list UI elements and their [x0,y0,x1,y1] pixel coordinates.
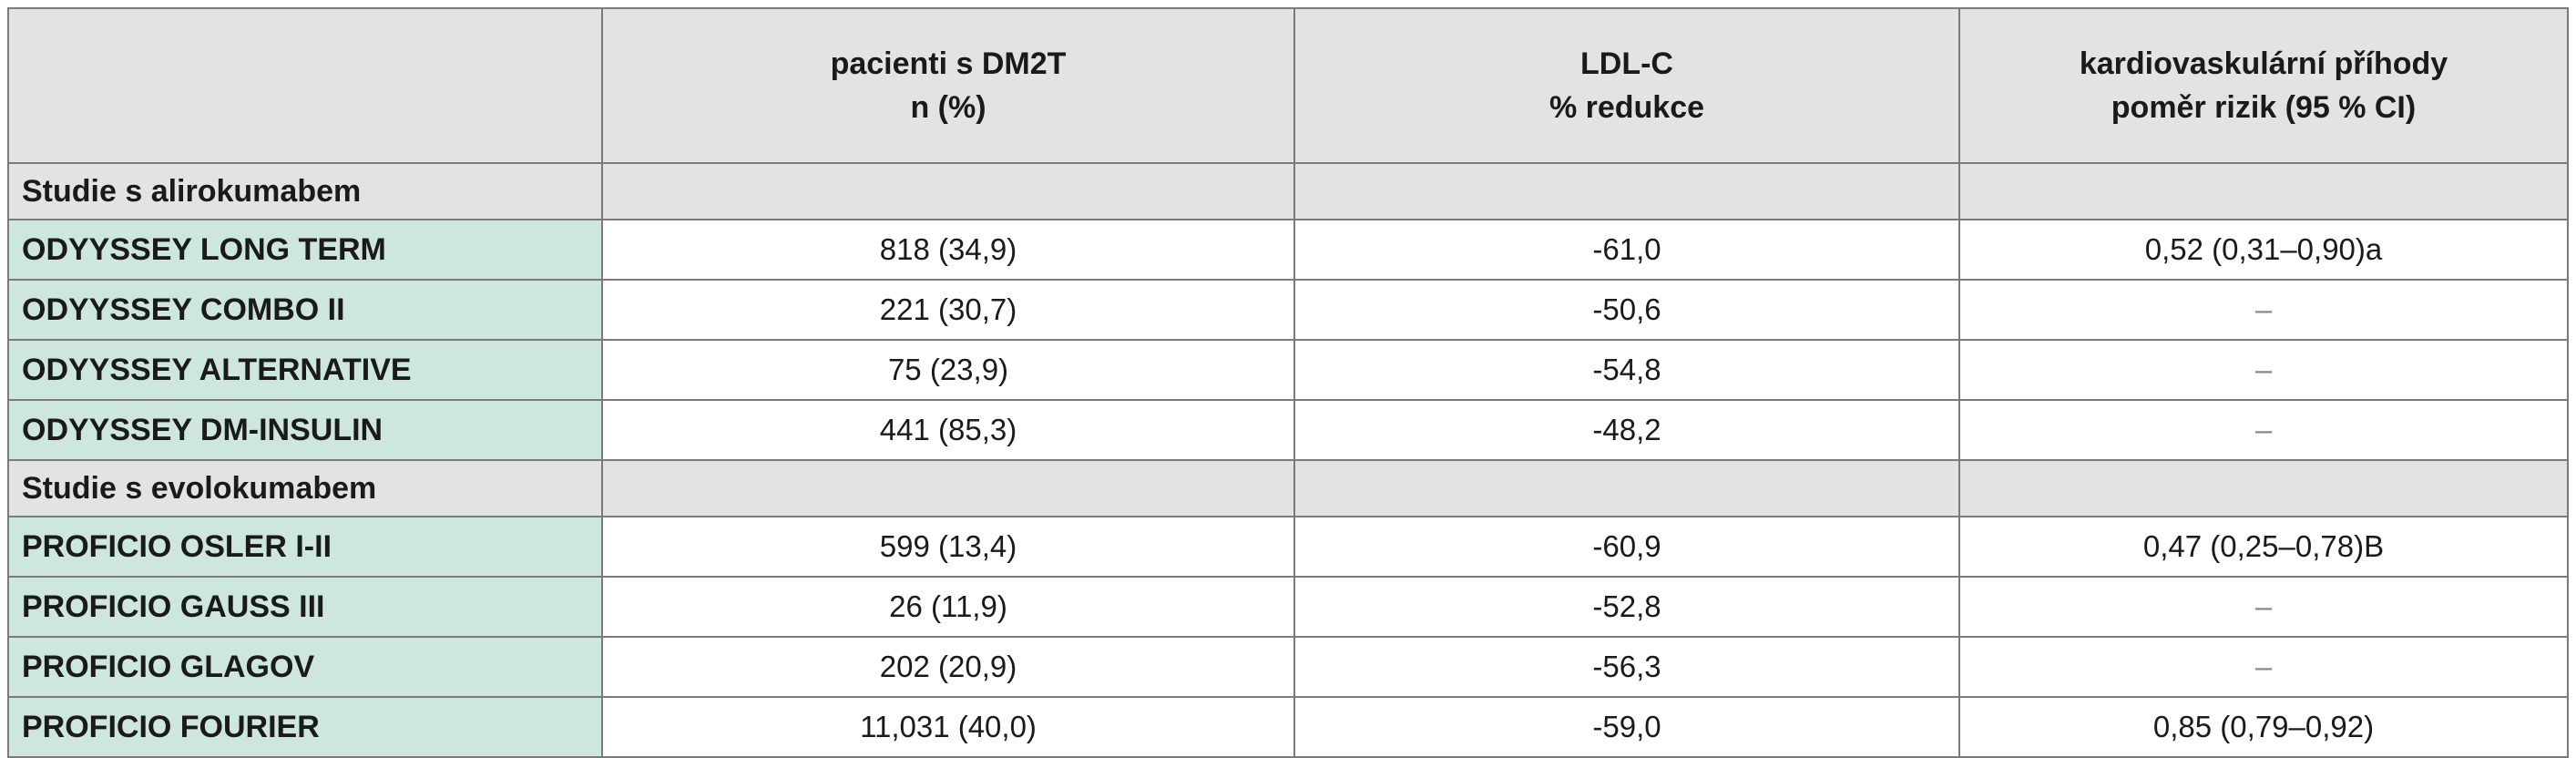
table-header: pacienti s DM2T n (%) LDL-C % redukce ka… [7,7,2569,164]
section-empty-cell [601,459,1295,517]
header-cv-line1: kardiovaskulární příhody [2079,46,2448,81]
cv-hazard-ratio-cell: 0,85 (0,79–0,92) [1958,696,2569,758]
header-cell-cv-events: kardiovaskulární příhody poměr rizik (95… [1958,7,2569,164]
table-row: ODYYSSEY COMBO II 221 (30,7) -50,6– [7,279,2569,341]
ldl-reduction-cell: -60,9 [1293,516,1960,578]
table-row: ODYYSSEY DM-INSULIN 441 (85,3) -48,2– [7,399,2569,461]
patients-cell: 202 (20,9) [601,636,1295,698]
section-title: Studie s alirokumabem [7,162,603,220]
patients-cell: 11,031 (40,0) [601,696,1295,758]
header-cell-patients: pacienti s DM2T n (%) [601,7,1295,164]
header-cell-ldl: LDL-C % redukce [1293,7,1960,164]
header-cv-line2: poměr rizik (95 % CI) [2111,90,2417,125]
data-table: pacienti s DM2T n (%) LDL-C % redukce ka… [7,7,2569,758]
ldl-reduction-cell: -59,0 [1293,696,1960,758]
table-row: PROFICIO FOURIER 11,031 (40,0) -59,0 0,85 (… [7,696,2569,758]
ldl-reduction-cell: -54,8 [1293,339,1960,401]
header-row: pacienti s DM2T n (%) LDL-C % redukce ka… [7,7,2569,164]
ldl-reduction-cell: -52,8 [1293,576,1960,638]
study-name-cell: PROFICIO FOURIER [7,696,603,758]
ldl-reduction-cell: -61,0 [1293,219,1960,281]
header-cell-study [7,7,603,164]
study-name-cell: PROFICIO GAUSS III [7,576,603,638]
section-title: Studie s evolokumabem [7,459,603,517]
table-row: ODYYSSEY LONG TERM 818 (34,9) -61,0 0,52 (0… [7,219,2569,281]
cv-hazard-ratio-cell: – [1958,576,2569,638]
cv-hazard-ratio-cell: – [1958,279,2569,341]
study-name-cell: ODYYSSEY DM-INSULIN [7,399,603,461]
patients-cell: 441 (85,3) [601,399,1295,461]
ldl-reduction-cell: -48,2 [1293,399,1960,461]
cv-hazard-ratio-cell: – [1958,339,2569,401]
header-patients-line1: pacienti s DM2T [830,46,1067,81]
ldl-reduction-cell: -56,3 [1293,636,1960,698]
cv-hazard-ratio-cell: – [1958,636,2569,698]
header-patients-line2: n (%) [910,90,986,125]
header-ldl-line1: LDL-C [1580,46,1673,81]
section-empty-cell [601,162,1295,220]
table-row: ODYYSSEY ALTERNATIVE 75 (23,9) -54,8– [7,339,2569,401]
study-name-cell: PROFICIO OSLER I-II [7,516,603,578]
patients-cell: 818 (34,9) [601,219,1295,281]
section-empty-cell [1293,162,1960,220]
cv-hazard-ratio-cell: – [1958,399,2569,461]
patients-cell: 221 (30,7) [601,279,1295,341]
study-name-cell: PROFICIO GLAGOV [7,636,603,698]
ldl-reduction-cell: -50,6 [1293,279,1960,341]
table-row: PROFICIO GAUSS III 26 (11,9) -52,8– [7,576,2569,638]
cv-hazard-ratio-cell: 0,47 (0,25–0,78)B [1958,516,2569,578]
patients-cell: 599 (13,4) [601,516,1295,578]
study-name-cell: ODYYSSEY LONG TERM [7,219,603,281]
header-ldl-line2: % redukce [1549,90,1705,125]
table-body: Studie s alirokumabem ODYYSSEY LONG TERM 8… [7,162,2569,758]
study-name-cell: ODYYSSEY ALTERNATIVE [7,339,603,401]
section-row: Studie s evolokumabem [7,459,2569,517]
table-row: PROFICIO OSLER I-II 599 (13,4) -60,9 0,47 (… [7,516,2569,578]
data-table-container: pacienti s DM2T n (%) LDL-C % redukce ka… [7,7,2569,758]
patients-cell: 75 (23,9) [601,339,1295,401]
section-empty-cell [1293,459,1960,517]
section-row: Studie s alirokumabem [7,162,2569,220]
patients-cell: 26 (11,9) [601,576,1295,638]
section-empty-cell [1958,162,2569,220]
cv-hazard-ratio-cell: 0,52 (0,31–0,90)a [1958,219,2569,281]
table-row: PROFICIO GLAGOV 202 (20,9) -56,3– [7,636,2569,698]
study-name-cell: ODYYSSEY COMBO II [7,279,603,341]
section-empty-cell [1958,459,2569,517]
